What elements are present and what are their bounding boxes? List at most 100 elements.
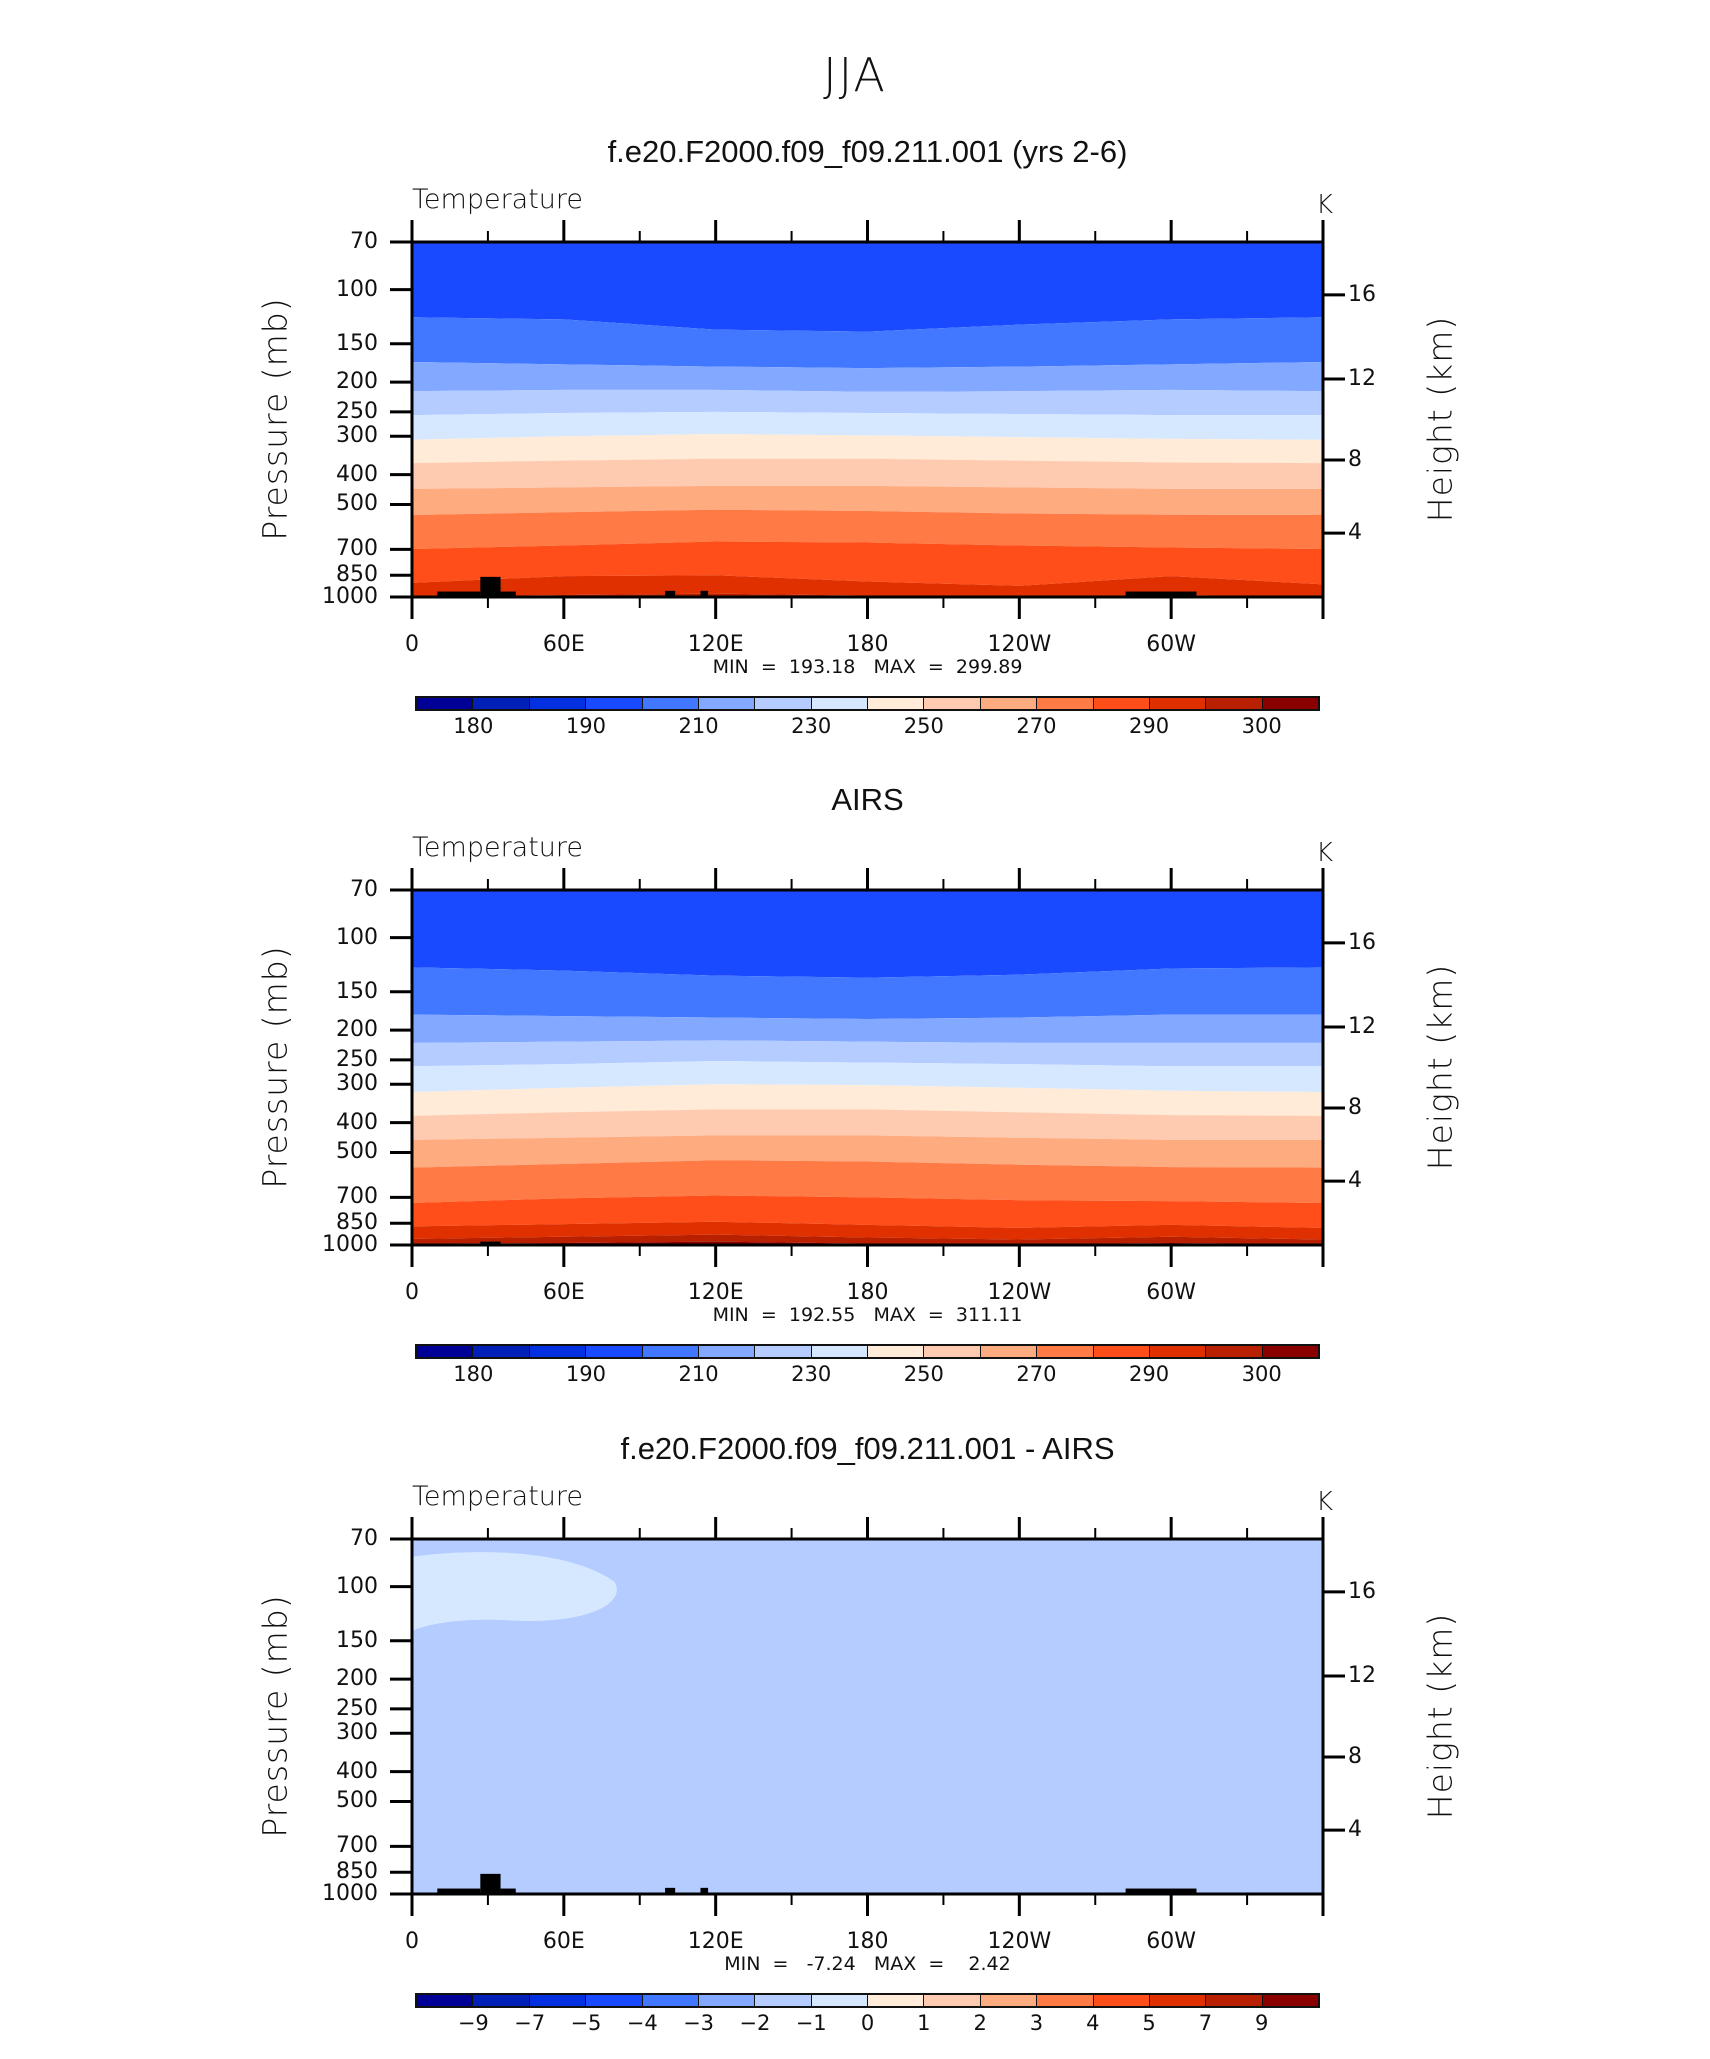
colorbar-swatch [1206, 698, 1263, 709]
terrain-mask [480, 1873, 501, 1894]
colorbar-swatch [529, 1346, 587, 1357]
height-tick-label: 12 [1348, 1014, 1376, 1040]
colorbar-label: 2 [973, 2011, 987, 2035]
x-tick-label: 60E [542, 632, 585, 657]
colorbar-swatch [868, 1346, 925, 1357]
y-tick-label: 850 [336, 562, 378, 588]
contour-band [412, 1060, 1323, 1093]
colorbar-swatch [980, 698, 1038, 709]
y-axis-right-title: Height (km) [1420, 1612, 1460, 1820]
colorbar-swatch [1093, 1995, 1150, 2006]
height-tick-label: 4 [1348, 1168, 1362, 1194]
x-tick-label: 180 [846, 1929, 889, 1954]
terrain-mask [437, 591, 481, 597]
y-tick-label: 400 [336, 1758, 378, 1784]
x-tick-label: 0 [405, 632, 419, 657]
plot-panel-1: f.e20.F2000.f09_f09.211.001 (yrs 2-6) Tem… [0, 134, 1710, 762]
colorbar-swatch [811, 698, 868, 709]
colorbar-label: 3 [1029, 2011, 1044, 2035]
units-label: K [1316, 190, 1334, 220]
y-tick-label: 250 [336, 398, 378, 424]
colorbar-swatch [417, 1995, 474, 2006]
min-max-stats: MIN = -7.24 MAX = 2.42 [724, 1953, 1011, 1975]
colorbar-swatch [417, 1346, 474, 1357]
terrain-mask [500, 591, 516, 597]
y-tick-label: 70 [350, 877, 378, 902]
contour-svg [390, 1517, 1345, 1916]
colorbar-swatch [1037, 1346, 1094, 1357]
colorbar [415, 1344, 1320, 1359]
terrain-mask [480, 576, 501, 597]
contour-plot-area [390, 868, 1345, 1267]
colorbar-swatch [868, 698, 925, 709]
x-tick-label: 120W [987, 1280, 1052, 1305]
colorbar-label: −9 [457, 2011, 489, 2035]
contour-band [412, 1195, 1323, 1228]
contour-plot-area [390, 1517, 1345, 1916]
height-tick-label: 4 [1348, 1817, 1362, 1843]
x-tick-label: 60W [1146, 632, 1197, 657]
colorbar-label: 7 [1198, 2011, 1213, 2035]
contour-band [412, 362, 1323, 392]
colorbar-label: 1 [917, 2011, 931, 2035]
y-axis-title: Pressure (mb) [255, 297, 295, 541]
colorbar [415, 1993, 1320, 2008]
colorbar-label: 190 [565, 1362, 606, 1386]
y-tick-label: 100 [336, 276, 378, 302]
colorbar-label: 300 [1241, 1362, 1282, 1386]
y-tick-label: 850 [336, 1859, 378, 1885]
colorbar-swatch [529, 698, 587, 709]
colorbar-label: 300 [1241, 714, 1282, 738]
y-tick-label: 1000 [322, 1232, 378, 1257]
colorbar-label: 230 [791, 714, 832, 738]
y-tick-label: 200 [336, 369, 378, 395]
y-tick-label: 100 [336, 924, 378, 950]
x-tick-label: 180 [846, 1280, 889, 1305]
terrain-mask [437, 1888, 481, 1894]
colorbar-label: 9 [1255, 2011, 1269, 2035]
colorbar-label: −5 [570, 2011, 602, 2035]
colorbar-label: 190 [565, 714, 606, 738]
variable-label: Temperature [412, 184, 584, 215]
y-tick-label: 70 [350, 1526, 378, 1551]
y-tick-label: 150 [336, 1627, 378, 1653]
y-tick-label: 500 [336, 1788, 378, 1814]
contour-band [412, 1160, 1323, 1203]
x-tick-label: 60W [1146, 1280, 1197, 1305]
colorbar [415, 696, 1320, 711]
colorbar-swatch [924, 1346, 981, 1357]
y-tick-label: 300 [336, 1720, 378, 1746]
contour-svg [390, 868, 1345, 1267]
y-tick-label: 400 [336, 1109, 378, 1135]
contour-band [412, 541, 1323, 586]
colorbar-label: −1 [795, 2011, 827, 2035]
contour-band [412, 434, 1323, 464]
colorbar-swatch [698, 698, 756, 709]
x-tick-label: 120E [687, 1929, 744, 1954]
colorbar-swatch [755, 1346, 812, 1357]
y-tick-label: 200 [336, 1017, 378, 1043]
contour-light [412, 1552, 617, 1632]
y-tick-label: 150 [336, 978, 378, 1004]
colorbar-label: 180 [453, 1362, 494, 1386]
terrain-mask [500, 1888, 516, 1894]
y-tick-label: 200 [336, 1666, 378, 1692]
plot-title: f.e20.F2000.f09_f09.211.001 - AIRS [620, 1431, 1115, 1466]
contour-band [412, 242, 1323, 332]
plot-title: AIRS [831, 782, 904, 817]
colorbar-swatch [642, 1346, 699, 1357]
x-tick-label: 60E [542, 1280, 585, 1305]
contour-blobs [412, 1552, 617, 1632]
colorbar-swatch [924, 1995, 981, 2006]
height-tick-label: 16 [1348, 281, 1376, 307]
terrain-mask [665, 590, 676, 597]
y-tick-label: 850 [336, 1210, 378, 1236]
contour-band [412, 1084, 1323, 1116]
min-max-stats: MIN = 193.18 MAX = 299.89 [712, 656, 1023, 678]
colorbar-swatch [1149, 1346, 1207, 1357]
colorbar-swatch [698, 1995, 756, 2006]
y-tick-label: 500 [336, 491, 378, 517]
colorbar-swatch [586, 1995, 643, 2006]
colorbar-swatch [1262, 1346, 1318, 1357]
y-tick-label: 100 [336, 1573, 378, 1599]
